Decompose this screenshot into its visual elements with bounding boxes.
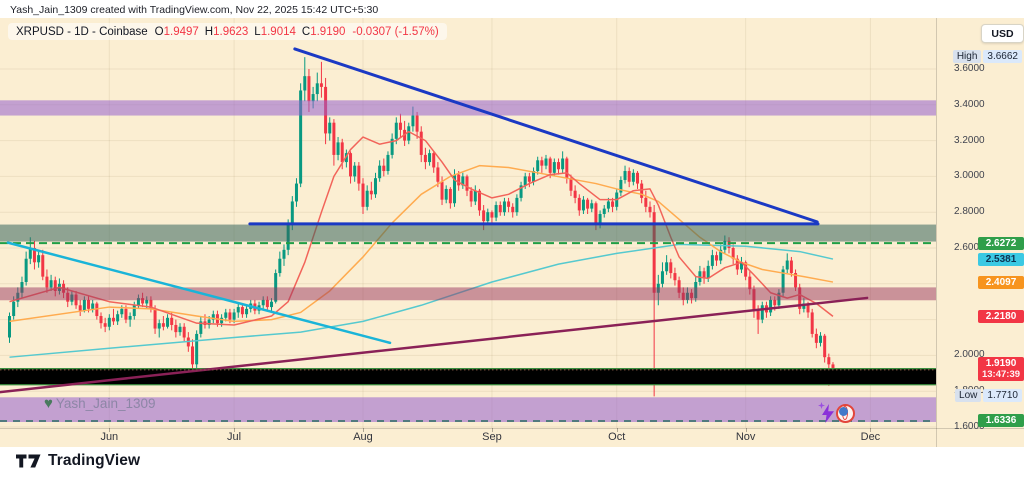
month-label-dec: Dec [860,431,881,443]
month-label-aug: Aug [353,431,373,443]
price-tick: 2.0000 [954,349,985,361]
emoji-stickers[interactable] [818,402,855,424]
price-tick: 3.6000 [954,63,985,74]
high-price-marker: High 3.6662 [952,50,1022,64]
author-watermark: ♥ Yash_Jain_1309 [44,396,156,411]
price-tick: 2.6000 [954,242,985,253]
legend-h-value: H 1.9623 [204,25,249,38]
price-tick: 2.8000 [954,206,985,218]
tradingview-logo-icon [16,454,41,468]
time-axis-divider [0,428,1024,429]
price-label-chip: 2.6272 [978,236,1024,250]
grid-lines [0,18,936,428]
lightning-emoji-sticker[interactable] [818,402,835,424]
sparkle-icon [818,402,825,409]
blue-descending-resistance [293,47,819,224]
slow-ma-cyan [9,243,834,358]
supply-zone-upper [0,100,936,116]
globe-emoji-sticker[interactable] [836,403,855,423]
dashed-levels [0,242,936,422]
price-tick: 3.4000 [954,98,985,110]
legend-c-value: C 1.9190 [301,25,346,38]
currency-toggle-button[interactable]: USD [981,24,1024,43]
legend-title: XRPUSD - 1D - Coinbase [16,25,148,38]
bar-countdown: 13:47:39 [981,369,1021,381]
watermark-text: Yash_Jain_1309 [55,396,156,411]
month-tick [616,428,618,432]
month-tick [234,428,236,432]
month-tick [491,428,493,432]
month-label-nov: Nov [735,431,756,443]
supply-zone-mauve [0,287,936,301]
price-label-chip: 1.9190 13:47:39 [978,357,1024,382]
month-tick [109,428,111,432]
price-label-chip: 2.2180 [978,309,1024,323]
month-label-jul: Jul [227,431,242,443]
month-label-oct: Oct [608,431,626,443]
legend-l-value: L 1.9014 [254,25,296,38]
heart-icon: ♥ [44,395,53,412]
low-price-marker: Low 1.7710 [955,389,1022,403]
fast-ma-red [9,130,834,326]
cyan-descending-trendline [6,241,392,345]
price-axis-divider [936,18,937,447]
price-label-chip: 1.6336 [978,414,1024,428]
legend-ohlc-values: O 1.9497 H 1.9623 L 1.9014 C 1.9190 [155,26,346,38]
resistance-zone-teal [0,224,936,242]
demand-zone-purple [0,397,936,422]
moving-averages [9,130,834,358]
month-tick [870,428,872,432]
attribution-text: Yash_Jain_1309 created with TradingView.… [10,4,379,16]
month-tick [745,428,747,432]
price-tick: 3.2000 [954,134,985,146]
legend-change: -0.0307 (-1.57%) [352,25,439,38]
price-tick: 1.6000 [954,421,985,432]
legend-o-value: O 1.9497 [154,25,199,38]
month-label-sep: Sep [482,431,502,443]
symbol-legend[interactable]: XRPUSD - 1D - Coinbase O 1.9497 H 1.9623 L 1.… [8,23,447,40]
month-label-jun: Jun [100,431,119,443]
support-zone-green [0,368,936,385]
trendlines [0,47,869,394]
price-zones [0,100,936,422]
tradingview-footer[interactable]: TradingView [16,452,140,470]
tradingview-brand-text: TradingView [48,452,141,469]
month-tick [363,428,364,432]
price-tick: 3.0000 [954,170,985,182]
price-label-chip: 2.4097 [978,275,1024,289]
globe-ocean-icon [839,406,848,416]
price-label-chip: 2.5381 [978,252,1024,266]
lightning-bolt-icon [822,404,834,423]
maroon-ascending-trendline [0,296,869,394]
